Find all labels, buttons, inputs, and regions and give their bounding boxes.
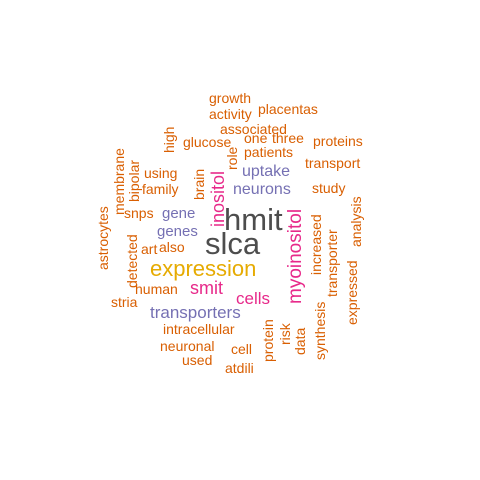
word-used: used — [182, 352, 212, 368]
word-smit: smit — [190, 278, 223, 298]
word-membrane: membrane — [111, 148, 127, 215]
word-transporters: transporters — [150, 303, 241, 322]
word-associated: associated — [220, 121, 287, 137]
word-intracellular: intracellular — [163, 321, 235, 337]
word-bipolar: bipolar — [126, 160, 142, 202]
word-uptake: uptake — [242, 163, 290, 180]
word-risk: risk — [277, 322, 293, 345]
word-family: family — [142, 181, 179, 197]
word-growth: growth — [209, 90, 251, 106]
word-proteins: proteins — [313, 133, 363, 149]
word-snps: snps — [124, 205, 154, 221]
word-myoinositol: myoinositol — [285, 209, 306, 304]
word-analysis: analysis — [348, 196, 364, 247]
word-astrocytes: astrocytes — [95, 206, 111, 270]
word-also: also — [159, 239, 185, 255]
word-human: human — [135, 281, 178, 297]
word-protein: protein — [260, 319, 276, 362]
word-study: study — [312, 180, 345, 196]
word-brain: brain — [191, 169, 207, 200]
word-high: high — [161, 127, 177, 153]
word-detected: detected — [124, 234, 140, 288]
word-activity: activity — [209, 106, 252, 122]
word-genes: genes — [157, 223, 198, 240]
word-transport: transport — [305, 155, 360, 171]
word-atdili: atdili — [225, 360, 254, 376]
word-role: role — [224, 146, 240, 170]
word-glucose: glucose — [183, 134, 231, 150]
word-transporter: transporter — [324, 229, 340, 297]
word-one: one — [244, 130, 268, 146]
word-neurons: neurons — [233, 181, 291, 198]
word-synthesis: synthesis — [312, 302, 328, 360]
word-hmit: hmit — [224, 202, 283, 237]
word-expression: expression — [150, 256, 256, 281]
word-increased: increased — [308, 214, 324, 275]
word-using: using — [144, 165, 177, 181]
word-cell: cell — [231, 341, 252, 357]
word-placentas: placentas — [258, 101, 318, 117]
word-inositol: inositol — [208, 171, 228, 227]
word-expressed: expressed — [344, 260, 360, 325]
word-slca: slca — [205, 226, 261, 261]
word-cells: cells — [236, 289, 270, 308]
word-art: art — [141, 241, 157, 257]
word-data: data — [292, 328, 308, 355]
word-neuronal: neuronal — [160, 338, 215, 354]
word-three: three — [272, 130, 304, 146]
word-gene: gene — [162, 205, 195, 222]
word-stria: stria — [111, 294, 138, 310]
word-patients: patients — [244, 144, 293, 160]
